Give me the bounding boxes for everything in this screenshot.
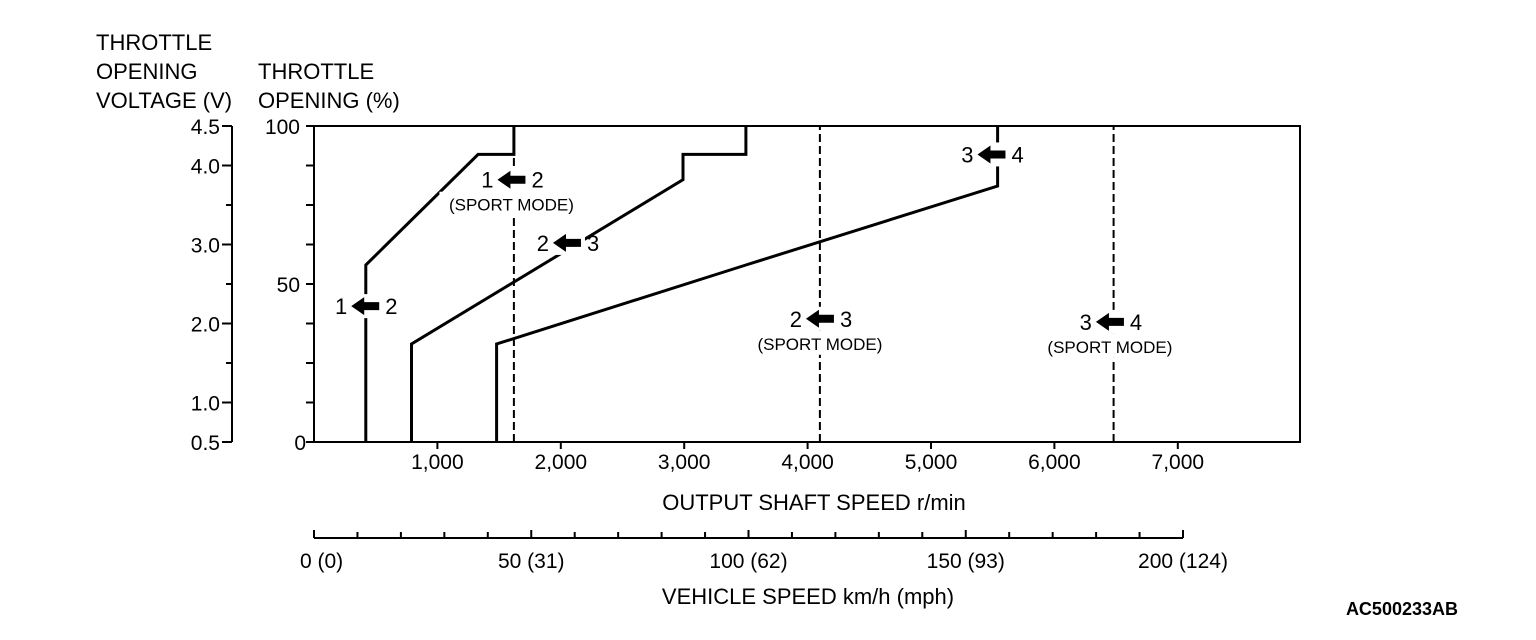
x-tick-label: 3,000 [658, 451, 711, 474]
vehicle-speed-tick-label: 0 (0) [300, 550, 343, 573]
voltage-tick-label: 4.5 [191, 116, 220, 139]
x-axis-ticks: 1,000 2,000 3,000 4,000 5,000 6,000 7,000 [411, 442, 1204, 474]
voltage-tick-label: 4.0 [191, 156, 220, 179]
mode-mask [439, 191, 584, 216]
shift-annotation: 1 2 (SPORT MODE) [439, 167, 584, 216]
shift-annotation: 2 3 (SPORT MODE) [747, 306, 892, 355]
shift-line [410, 126, 748, 442]
mode-mask [1037, 333, 1182, 358]
voltage-axis-title-line-3: VOLTAGE (V) [96, 88, 233, 113]
plot-frame [313, 125, 1301, 443]
x-tick-label: 7,000 [1152, 451, 1205, 474]
annotation-from-label: 1 [335, 294, 347, 319]
voltage-axis: 0.5 1.0 2.0 3.0 4.0 4.5 [191, 116, 233, 455]
annotation-mode-label: (SPORT MODE) [757, 335, 882, 354]
annotation-from-label: 2 [537, 231, 549, 256]
vehicle-speed-tick-label: 50 (31) [498, 550, 565, 573]
annotation-to-label: 2 [385, 294, 397, 319]
shift-arrow-icon [1095, 312, 1124, 331]
shift-annotations: 1 22 31 2(SPORT MODE)3 42 3(SPORT MODE)3 4(SPO… [335, 142, 1182, 358]
shift-annotation: 3 4 (SPORT MODE) [1037, 309, 1182, 358]
throttle-tick-label: 0 [294, 432, 306, 455]
vehicle-speed-axis-label: VEHICLE SPEED km/h (mph) [662, 584, 954, 609]
figure-code: AC500233AB [1346, 599, 1458, 619]
x-tick-label: 4,000 [781, 451, 834, 474]
vehicle-speed-tick-label: 200 (124) [1138, 550, 1228, 573]
voltage-tick-label: 1.0 [191, 393, 220, 416]
annotation-to-label: 3 [840, 307, 852, 332]
throttle-axis-title-line-2: OPENING (%) [258, 88, 400, 113]
shift-arrow-icon [497, 170, 526, 189]
annotation-to-label: 3 [587, 231, 599, 256]
annotation-to-label: 4 [1130, 310, 1142, 335]
x-tick-label: 6,000 [1028, 451, 1081, 474]
shift-arrow-icon [552, 233, 581, 252]
annotation-from-label: 3 [961, 142, 973, 167]
x-tick-label: 1,000 [411, 451, 464, 474]
voltage-axis-title-line-1: THROTTLE [96, 30, 213, 55]
voltage-tick-label: 0.5 [191, 432, 220, 455]
annotation-from-label: 2 [790, 307, 802, 332]
shift-arrow-icon [805, 309, 834, 328]
annotation-from-label: 1 [481, 168, 493, 193]
vehicle-speed-tick-label: 100 (62) [709, 550, 787, 573]
throttle-axis-title-line-1: THROTTLE [258, 59, 375, 84]
shift-line [495, 126, 1000, 442]
annotation-from-label: 3 [1080, 310, 1092, 335]
shift-arrow-icon [351, 297, 380, 316]
x-axis-label: OUTPUT SHAFT SPEED r/min [662, 490, 966, 515]
annotation-to-label: 4 [1011, 142, 1023, 167]
annotation-mode-label: (SPORT MODE) [449, 196, 574, 215]
vehicle-speed-tick-label: 150 (93) [927, 550, 1005, 573]
shift-arrow-icon [977, 145, 1006, 164]
x-tick-label: 5,000 [905, 451, 958, 474]
throttle-axis: 0 50 100 [265, 116, 314, 455]
annotation-to-label: 2 [531, 168, 543, 193]
shift-line [364, 126, 516, 442]
voltage-tick-label: 3.0 [191, 235, 220, 258]
vehicle-speed-axis: 0 (0) 50 (31) 100 (62) 150 (93) 200 (124) [300, 530, 1228, 573]
throttle-tick-label: 100 [265, 116, 300, 139]
voltage-tick-label: 2.0 [191, 314, 220, 337]
x-tick-label: 2,000 [535, 451, 588, 474]
annotation-mode-label: (SPORT MODE) [1047, 338, 1172, 357]
mode-mask [747, 330, 892, 355]
shift-lines [364, 126, 1115, 442]
throttle-tick-label: 50 [277, 274, 300, 297]
voltage-axis-title-line-2: OPENING [96, 59, 198, 84]
